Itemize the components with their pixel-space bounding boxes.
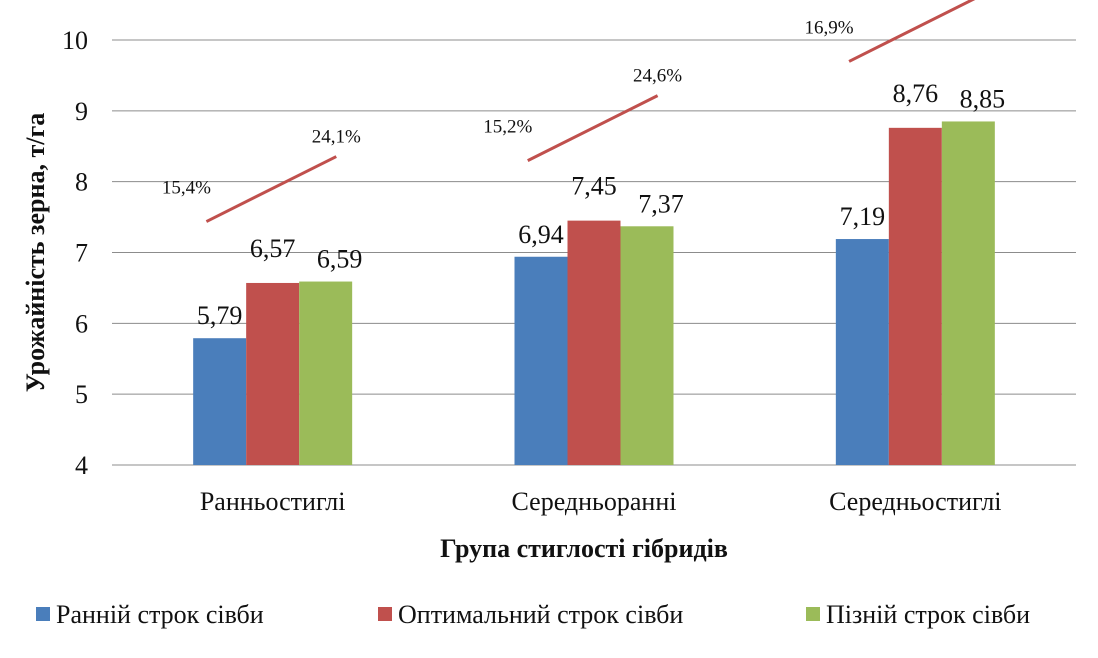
- bar: [835, 239, 889, 465]
- legend-label: Ранній строк сівби: [56, 600, 264, 629]
- growth-start-label: 15,2%: [483, 117, 532, 138]
- growth-start-label: 16,9%: [805, 17, 854, 38]
- x-axis-categories: Ранньостиглі Середньоранні Середньостиглі: [200, 487, 1002, 516]
- bar: [193, 338, 247, 465]
- legend-swatch: [806, 607, 820, 621]
- x-tick-label: Ранньостиглі: [200, 487, 346, 516]
- data-label: 7,37: [638, 189, 684, 218]
- growth-start-label: 15,4%: [162, 178, 211, 199]
- y-tick-label: 9: [75, 97, 88, 126]
- y-axis-title: Урожайність зерна, т/га: [21, 113, 50, 393]
- x-tick-label: Середньостиглі: [829, 487, 1001, 516]
- bar: [514, 256, 568, 465]
- legend-swatch: [378, 607, 392, 621]
- growth-line: [527, 94, 659, 162]
- x-tick-label: Середньоранні: [512, 487, 677, 516]
- y-tick-label: 4: [75, 451, 88, 480]
- data-label: 6,57: [250, 234, 296, 263]
- data-label: 5,79: [197, 301, 243, 330]
- data-label: 6,94: [518, 220, 564, 249]
- legend-label: Пізній строк сівби: [826, 600, 1030, 629]
- data-label: 8,76: [893, 79, 939, 108]
- growth-line: [848, 0, 976, 63]
- bar: [299, 281, 353, 465]
- y-tick-label: 6: [75, 309, 88, 338]
- y-tick-label: 10: [62, 26, 88, 55]
- x-axis-title: Група стиглості гібридів: [440, 534, 728, 563]
- y-axis-ticks: 4 5 6 7 8 9 10: [62, 26, 88, 480]
- y-tick-label: 8: [75, 168, 88, 197]
- growth-end-label: 24,1%: [312, 127, 361, 148]
- bar: [620, 226, 674, 465]
- data-label: 7,45: [571, 172, 617, 201]
- legend-label: Оптимальний строк сівби: [398, 600, 683, 629]
- legend-swatch: [36, 607, 50, 621]
- growth-line: [205, 155, 337, 223]
- data-label: 6,59: [317, 245, 363, 274]
- growth-end-label: 24,6%: [633, 66, 682, 87]
- legend: Ранній строк сівби Оптимальний строк сівб…: [36, 600, 1030, 629]
- bar: [888, 127, 942, 465]
- bars: [193, 121, 995, 465]
- bar: [246, 282, 300, 465]
- y-tick-label: 7: [75, 239, 88, 268]
- bar: [567, 220, 621, 465]
- y-tick-label: 5: [75, 380, 88, 409]
- data-label: 7,19: [840, 202, 886, 231]
- data-labels: 5,79 6,57 6,59 6,947,45 7,37 7,19 8,76 8,85: [197, 79, 1005, 330]
- data-label: 8,85: [960, 84, 1006, 113]
- growth-annotations: 15,4%24,1%15,2%24,6%16,9%27,1%: [162, 0, 976, 223]
- bar: [941, 121, 995, 465]
